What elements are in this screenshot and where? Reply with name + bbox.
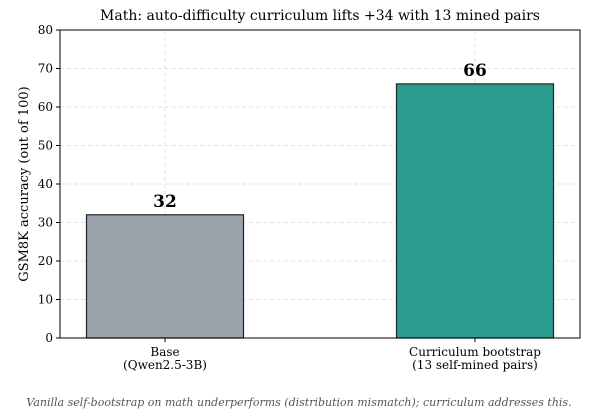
y-tick-label: 60 [38,100,53,114]
value-label: 32 [153,192,177,212]
x-tick-label: Curriculum bootstrap (13 self-mined pairs… [409,345,541,372]
bar [85,214,245,339]
y-tick-label: 80 [38,23,53,37]
chart-title: Math: auto-difficulty curriculum lifts +… [100,8,540,24]
y-tick-label: 10 [38,293,53,307]
y-tick-label: 20 [38,254,53,268]
caption: Vanilla self-bootstrap on math underperf… [26,396,571,409]
y-tick-label: 30 [38,216,53,230]
y-tick-label: 0 [45,331,53,345]
x-tick-label: Base (Qwen2.5-3B) [123,345,207,372]
value-label: 66 [463,61,487,81]
bar [395,83,555,339]
y-axis-label: GSM8K accuracy (out of 100) [17,86,32,281]
plot-frame [59,29,581,339]
y-tick-label: 50 [38,139,53,153]
y-tick-label: 40 [38,177,53,191]
y-tick-label: 70 [38,62,53,76]
